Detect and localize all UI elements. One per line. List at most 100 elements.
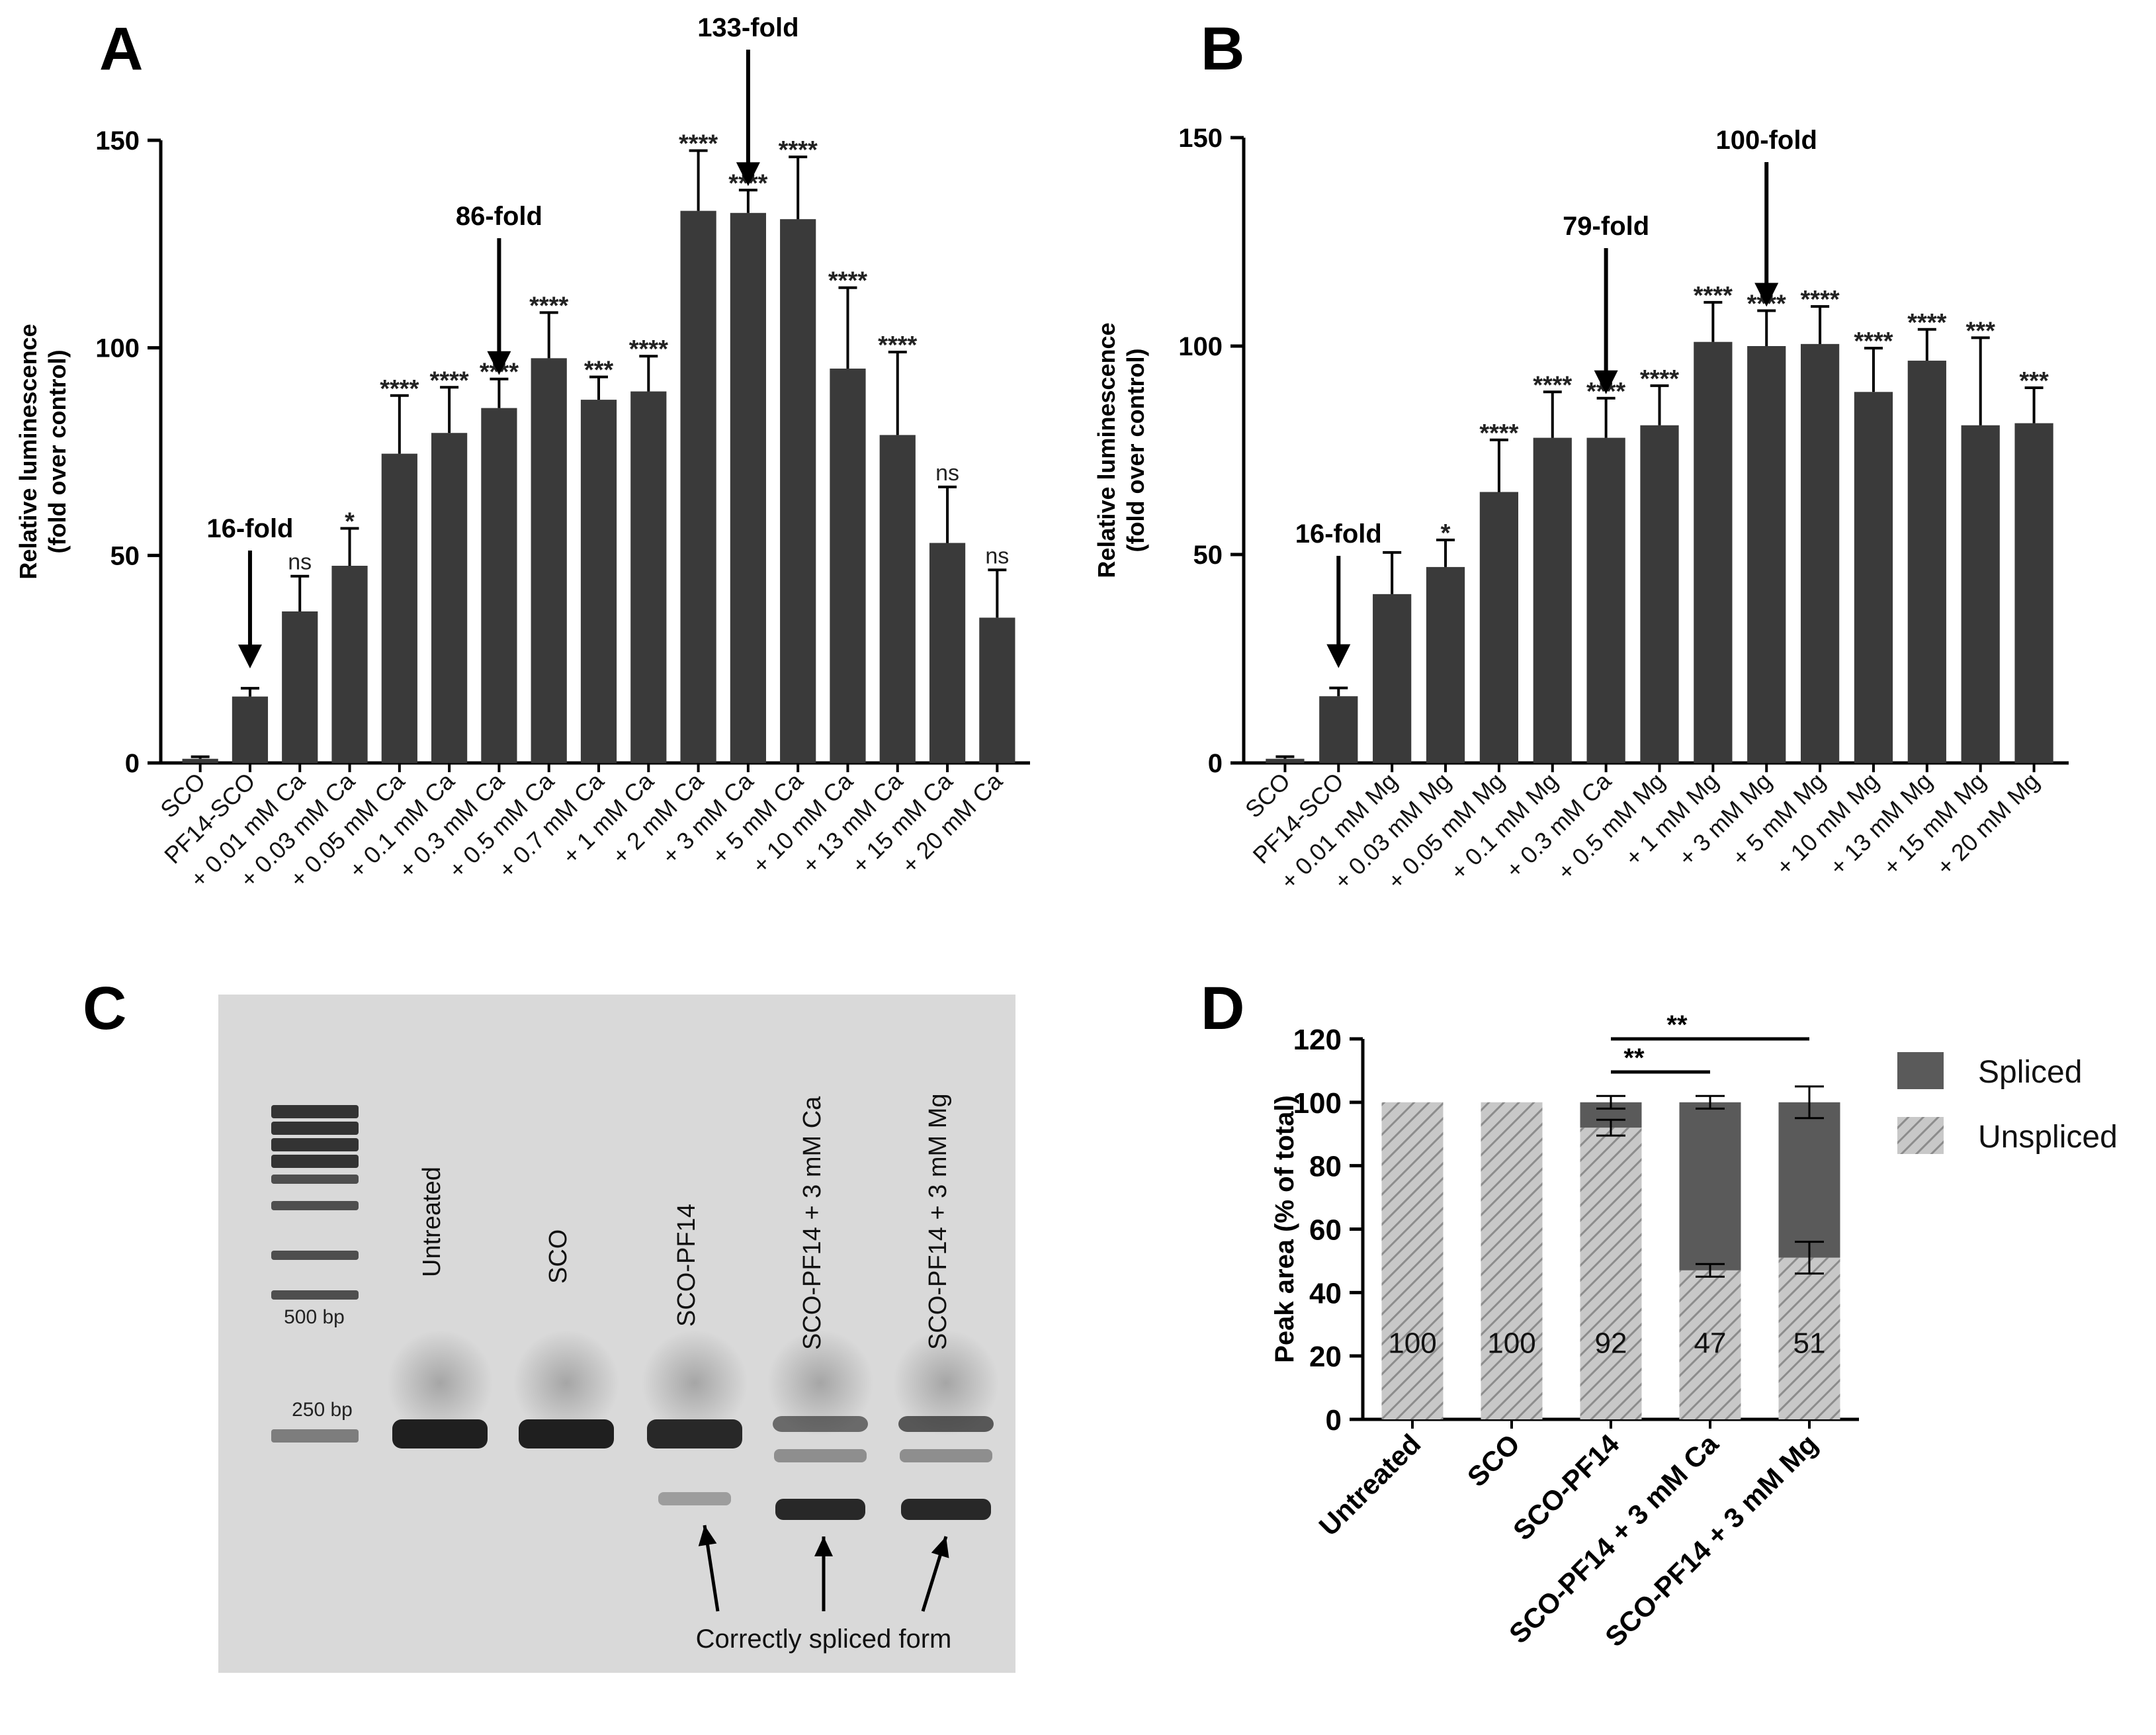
significance-label: ns bbox=[935, 461, 959, 486]
x-tick-label: SCO bbox=[1461, 1428, 1526, 1493]
significance-label: *** bbox=[2019, 367, 2049, 395]
y-tick-label: 20 bbox=[1309, 1341, 1342, 1373]
bar-value-label: 47 bbox=[1694, 1327, 1727, 1359]
y-tick-label: 100 bbox=[1293, 1087, 1342, 1120]
x-tick-label: Untreated bbox=[1313, 1428, 1427, 1542]
y-tick-label: 0 bbox=[1326, 1404, 1342, 1437]
bar bbox=[232, 696, 269, 763]
gel-lane-label: Untreated bbox=[418, 1167, 446, 1277]
spliced-arrow-head bbox=[698, 1525, 717, 1546]
bar bbox=[979, 617, 1015, 763]
ladder-band bbox=[271, 1105, 359, 1118]
fold-arrow-head bbox=[736, 162, 760, 187]
lane-smear bbox=[893, 1330, 999, 1436]
fold-annotation: 16-fold bbox=[206, 514, 293, 543]
legend-swatch-unspliced bbox=[1897, 1117, 1944, 1154]
bar bbox=[1479, 492, 1519, 763]
y-axis-label: Relative luminescence (fold over control) bbox=[1093, 322, 1149, 578]
panel-letter-a: A bbox=[99, 15, 143, 83]
intermediate-band bbox=[774, 1449, 867, 1462]
significance-label: **** bbox=[430, 367, 469, 394]
ladder-label: 500 bp bbox=[284, 1306, 345, 1328]
y-axis-label-line1: Relative luminescence bbox=[1093, 322, 1120, 578]
bar bbox=[381, 453, 417, 763]
significance-label: **** bbox=[1694, 282, 1733, 310]
legend-swatch-spliced bbox=[1897, 1052, 1944, 1089]
significance-label: **** bbox=[1640, 365, 1679, 393]
y-tick-label: 0 bbox=[1208, 749, 1223, 778]
spliced-arrow-head bbox=[931, 1536, 949, 1558]
y-tick-label: 150 bbox=[1178, 124, 1223, 153]
y-axis-label: Relative luminescence (fold over control) bbox=[15, 324, 71, 579]
bar bbox=[1854, 392, 1893, 763]
y-tick-label: 100 bbox=[1178, 332, 1223, 361]
comparison-label: ** bbox=[1623, 1044, 1645, 1073]
significance-label: * bbox=[345, 508, 355, 536]
ladder-band bbox=[271, 1155, 359, 1168]
ladder-band bbox=[271, 1201, 359, 1210]
significance-label: *** bbox=[584, 357, 614, 384]
significance-label: **** bbox=[679, 130, 718, 158]
lane-smear bbox=[767, 1330, 873, 1436]
bar bbox=[929, 543, 966, 763]
unspliced-bar-segment bbox=[1381, 1102, 1444, 1419]
bar bbox=[1266, 758, 1305, 763]
chart-b: 0 50 100 150 Relative luminescence (fold over… bbox=[1093, 124, 2069, 895]
bar bbox=[182, 758, 218, 763]
significance-label: **** bbox=[1854, 328, 1893, 355]
y-tick-label: 50 bbox=[110, 541, 140, 570]
bar bbox=[431, 433, 468, 763]
y-axis-label-line1: Relative luminescence bbox=[15, 324, 42, 579]
panel-letter-d: D bbox=[1201, 975, 1244, 1042]
spliced-bar-segment bbox=[1679, 1102, 1741, 1270]
bar-value-label: 100 bbox=[1487, 1327, 1535, 1359]
bar bbox=[879, 435, 916, 763]
spliced-bar-segment bbox=[1778, 1102, 1840, 1258]
fold-annotation: 79-fold bbox=[1563, 212, 1649, 241]
ladder-band bbox=[271, 1251, 359, 1260]
bar bbox=[1694, 341, 1733, 763]
ladder-band bbox=[271, 1290, 359, 1300]
lane-smear bbox=[642, 1330, 748, 1436]
gel-caption: Correctly spliced form bbox=[696, 1624, 952, 1654]
unspliced-band bbox=[898, 1416, 994, 1432]
bar bbox=[481, 408, 517, 763]
significance-label: **** bbox=[629, 335, 668, 363]
y-axis-label-line2: (fold over control) bbox=[1122, 349, 1149, 553]
significance-label: ns bbox=[985, 543, 1009, 568]
bar bbox=[780, 219, 816, 763]
bar bbox=[1426, 566, 1465, 763]
ladder-band bbox=[271, 1138, 359, 1151]
fold-annotation: 16-fold bbox=[1295, 519, 1382, 549]
fold-annotation: 100-fold bbox=[1716, 126, 1817, 155]
intermediate-band bbox=[900, 1449, 992, 1462]
unspliced-band bbox=[392, 1419, 488, 1448]
bar bbox=[1373, 594, 1412, 763]
ladder-band bbox=[271, 1429, 359, 1443]
gel-lane-label: SCO bbox=[544, 1229, 572, 1284]
bar bbox=[730, 212, 766, 763]
spliced-arrow-head bbox=[814, 1536, 833, 1556]
gel-c: 500 bp 250 bp Untreated SCO SCO-PF14 SCO-PF14… bbox=[218, 995, 1015, 1673]
bar bbox=[1640, 425, 1679, 763]
lane-smear bbox=[387, 1330, 493, 1436]
unspliced-band bbox=[773, 1416, 868, 1432]
significance-label: **** bbox=[1533, 371, 1572, 399]
bar bbox=[1907, 361, 1946, 763]
bar bbox=[1961, 425, 2000, 763]
y-axis-label: Peak area (% of total) bbox=[1270, 1095, 1299, 1363]
fold-annotation: 86-fold bbox=[456, 202, 542, 231]
bar bbox=[282, 611, 318, 763]
fold-arrow-head bbox=[1326, 644, 1351, 668]
fold-arrow-head bbox=[237, 645, 262, 669]
bar bbox=[1319, 696, 1358, 763]
bar bbox=[830, 369, 866, 763]
ladder-band bbox=[271, 1175, 359, 1184]
fold-arrow-head bbox=[1754, 283, 1779, 307]
ladder-band bbox=[271, 1122, 359, 1135]
bar bbox=[1800, 343, 1840, 763]
legend-label-spliced: Spliced bbox=[1978, 1055, 2082, 1090]
legend-label-unspliced: Unspliced bbox=[1978, 1120, 2118, 1155]
